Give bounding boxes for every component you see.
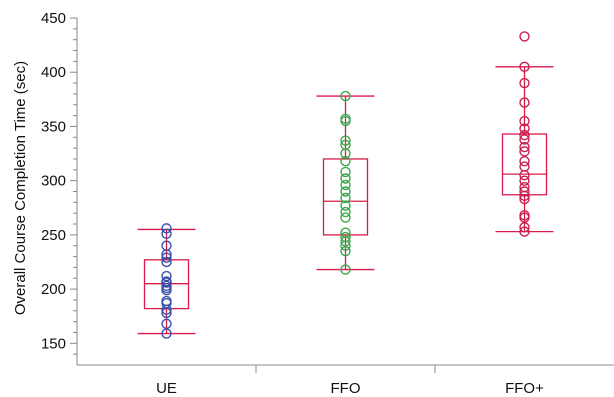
data-point [519,123,530,134]
data-point [519,146,530,157]
data-point [340,155,351,167]
data-point [161,276,172,287]
data-point [519,186,530,197]
data-point [519,77,530,89]
data-point [519,175,530,186]
data-point [519,155,530,167]
y-tick-label: 200 [41,281,66,298]
data-point [340,186,351,197]
data-point [340,192,351,204]
x-tick-label: FFO+ [505,380,544,397]
box-group-ue [137,223,196,339]
data-point [161,223,172,234]
data-point [519,134,530,145]
x-tick-label: UE [156,380,177,397]
data-point [519,115,530,127]
box-group-ffo-plus [495,31,554,237]
data-point [340,206,351,218]
data-point [340,264,351,275]
data-point [340,139,351,151]
box-group-ffo [316,90,375,275]
data-point [340,212,351,223]
data-point [519,181,530,193]
data-point [519,170,530,181]
data-point [161,270,172,282]
data-point [519,222,530,233]
data-point [340,227,351,238]
y-tick-label: 400 [41,64,66,81]
y-tick-label: 250 [41,227,66,244]
data-point [340,200,351,211]
data-point [161,318,172,329]
data-point [519,141,530,153]
y-tick-label: 350 [41,118,66,135]
data-point [161,252,172,263]
data-point [340,173,351,184]
axes-layer: 150 200 250 300 350 400 450 UE FFO FFO+ [41,10,614,397]
data-point [519,210,530,221]
data-point [340,90,351,102]
data-point [340,135,351,146]
y-axis-label: Overall Course Completion Time (sec) [12,61,29,315]
data-point [161,228,172,239]
data-point [340,245,351,257]
data-point [519,97,530,108]
iqr-box [322,158,369,236]
plot-layer [137,31,554,339]
y-tick-label: 300 [41,173,66,190]
data-point [161,280,172,292]
data-point [519,129,530,141]
data-point [519,193,530,205]
data-point [161,328,172,339]
data-point [519,161,530,172]
data-point [161,307,172,319]
data-point [161,240,172,251]
x-tick-label: FFO [331,380,361,397]
data-point [340,113,351,125]
data-point [340,166,351,178]
data-point [519,226,530,237]
data-point [519,61,530,72]
y-tick-label: 150 [41,335,66,352]
data-point [340,179,351,191]
data-point [161,295,172,307]
data-point [340,231,351,243]
y-tick-label: 450 [41,10,66,27]
data-point [161,256,172,268]
data-point [519,31,530,42]
